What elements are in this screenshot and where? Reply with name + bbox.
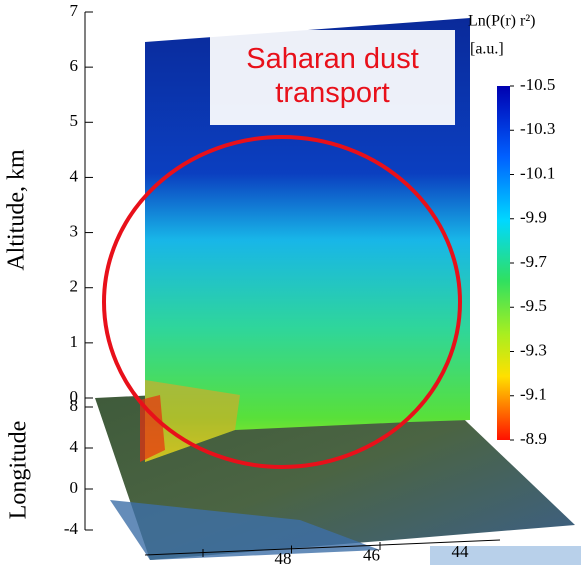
- colorbar-unit: [a.u.]: [470, 41, 504, 58]
- colorbar-tick-label: -8.9: [520, 429, 547, 448]
- colorbar-tick-label: -9.9: [520, 208, 547, 227]
- y-tick-label: 44: [452, 542, 470, 561]
- colorbar: [497, 86, 510, 440]
- colorbar-tick-label: -9.5: [520, 296, 547, 315]
- colorbar-tick-label: -10.3: [520, 119, 555, 138]
- x-tick-label: -4: [64, 519, 79, 538]
- colorbar-tick-label: -9.3: [520, 340, 547, 359]
- page: Altitude, km Longitude Ln(P(r) r²) [a.u.…: [0, 0, 581, 565]
- colorbar-tick-label: -10.1: [520, 163, 555, 182]
- z-tick-label: 5: [70, 111, 79, 130]
- colorbar-tick-label: -9.7: [520, 252, 547, 271]
- colorbar-tick-label: -10.5: [520, 75, 555, 94]
- x-label: Longitude: [6, 421, 32, 520]
- z-tick-label: 6: [70, 56, 79, 75]
- z-tick-label: 7: [70, 1, 79, 20]
- z-tick-label: 2: [70, 277, 79, 296]
- colorbar-label: Ln(P(r) r²): [468, 13, 535, 30]
- z-tick-label: 4: [70, 166, 79, 185]
- z-label: Altitude, km: [4, 149, 30, 271]
- x-tick-label: 8: [70, 396, 79, 415]
- z-tick-label: 3: [70, 221, 79, 240]
- y-tick-label: 48: [275, 549, 292, 565]
- colorbar-tick-label: -9.1: [520, 385, 547, 404]
- y-tick-label: 46: [363, 545, 380, 564]
- annotation: Saharan dust transport: [210, 30, 455, 125]
- x-tick-label: 4: [70, 437, 79, 456]
- z-tick-label: 1: [70, 332, 79, 351]
- x-tick-label: 0: [70, 478, 79, 497]
